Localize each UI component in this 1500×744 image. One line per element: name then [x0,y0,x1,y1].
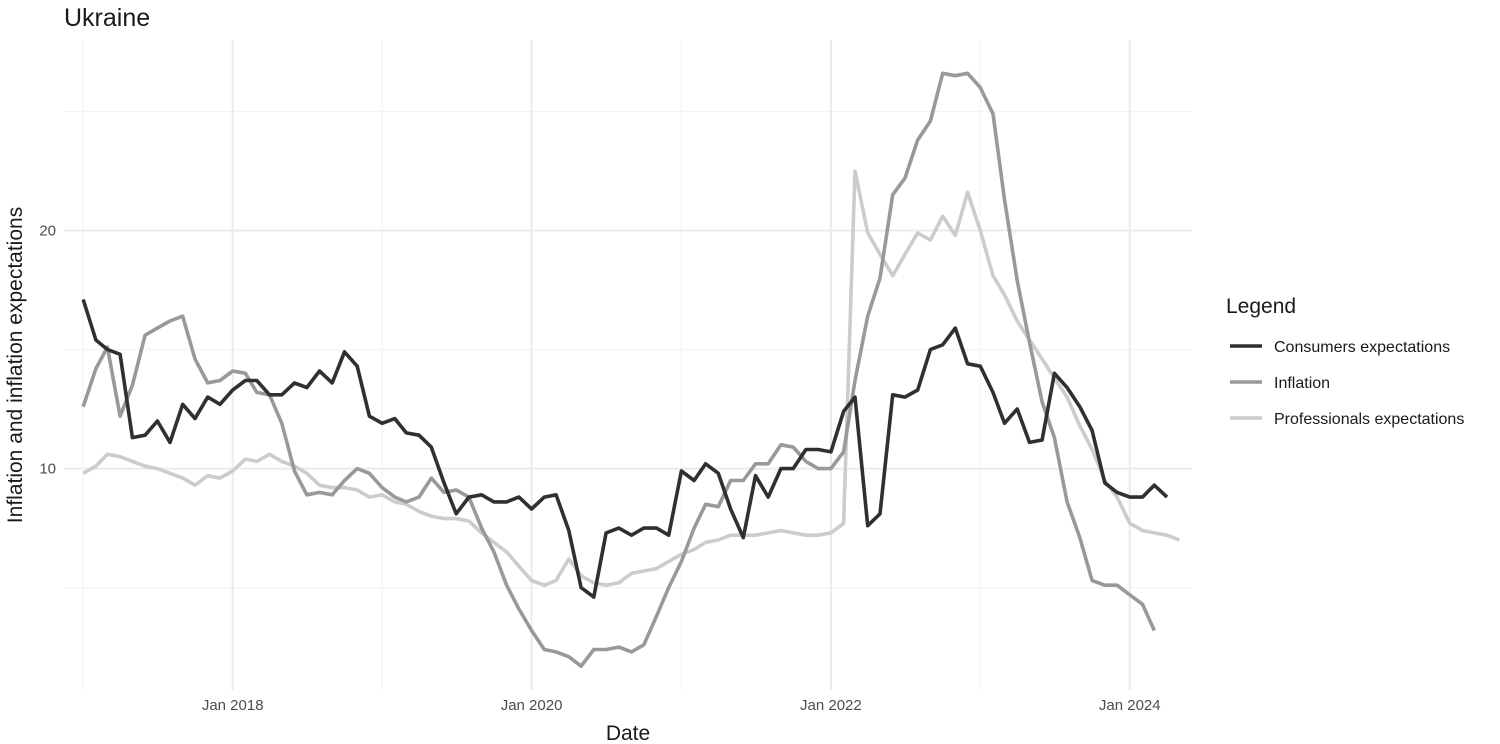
legend-items: Consumers expectations Inflation Professio… [1230,339,1464,428]
y-tick-label-1: 20 [39,222,56,239]
legend-title: Legend [1226,295,1296,318]
series-line-2 [82,169,1180,588]
y-tick-labels: 10 20 [39,222,56,477]
x-tick-label-2: Jan 2022 [800,697,862,714]
chart-title: Ukraine [64,4,150,32]
series-line-0 [81,298,1169,599]
legend-label-1: Inflation [1274,375,1330,392]
legend-label-2: Professionals expectations [1274,411,1464,428]
legend: Legend Consumers expectations Inflation Pr… [1226,295,1464,428]
x-axis-title: Date [606,722,650,744]
x-tick-label-1: Jan 2020 [501,697,563,714]
y-axis-title: Inflation and inflation expectations [4,207,27,523]
y-tick-label-0: 10 [39,461,56,478]
series-lines [81,71,1180,669]
x-tick-label-3: Jan 2024 [1099,697,1161,714]
series-line-1 [81,71,1156,669]
legend-label-0: Consumers expectations [1274,339,1450,356]
grid [64,40,1192,690]
x-tick-label-0: Jan 2018 [202,697,264,714]
x-tick-labels: Jan 2018 Jan 2020 Jan 2022 Jan 2024 [202,697,1161,714]
